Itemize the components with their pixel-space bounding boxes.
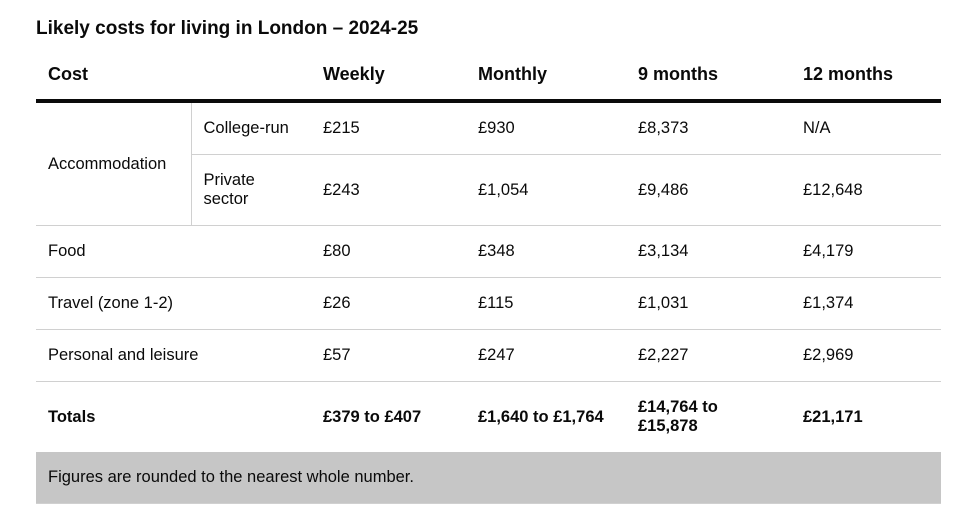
col-header-9months: 9 months [626, 58, 791, 101]
cell-weekly: £215 [311, 101, 466, 155]
footnote-text: Figures are rounded to the nearest whole… [36, 452, 941, 504]
cell-9months: £9,486 [626, 155, 791, 226]
row-label-food: Food [36, 226, 311, 278]
cell-weekly: £379 to £407 [311, 382, 466, 453]
table-row: Accommodation College-run £215 £930 £8,3… [36, 101, 941, 155]
row-sublabel-college-run: College-run [191, 101, 311, 155]
cell-weekly: £243 [311, 155, 466, 226]
page-title: Likely costs for living in London – 2024… [36, 18, 931, 40]
col-header-weekly: Weekly [311, 58, 466, 101]
cell-monthly: £1,640 to £1,764 [466, 382, 626, 453]
cell-12months: £12,648 [791, 155, 941, 226]
table-row: Personal and leisure £57 £247 £2,227 £2,… [36, 330, 941, 382]
col-header-monthly: Monthly [466, 58, 626, 101]
cell-9months: £3,134 [626, 226, 791, 278]
cell-9months: £1,031 [626, 278, 791, 330]
row-label-personal: Personal and leisure [36, 330, 311, 382]
cell-12months: N/A [791, 101, 941, 155]
cost-table-page: Likely costs for living in London – 2024… [0, 0, 959, 531]
table-row: Travel (zone 1-2) £26 £115 £1,031 £1,374 [36, 278, 941, 330]
cell-monthly: £115 [466, 278, 626, 330]
cell-12months: £4,179 [791, 226, 941, 278]
cell-monthly: £348 [466, 226, 626, 278]
col-header-12months: 12 months [791, 58, 941, 101]
living-cost-table: Cost Weekly Monthly 9 months 12 months A… [36, 58, 941, 504]
cell-monthly: £247 [466, 330, 626, 382]
table-row: Food £80 £348 £3,134 £4,179 [36, 226, 941, 278]
cell-9months: £8,373 [626, 101, 791, 155]
cell-weekly: £26 [311, 278, 466, 330]
row-label-travel: Travel (zone 1-2) [36, 278, 311, 330]
cell-12months: £21,171 [791, 382, 941, 453]
row-label-totals: Totals [36, 382, 311, 453]
table-row-totals: Totals £379 to £407 £1,640 to £1,764 £14… [36, 382, 941, 453]
cell-12months: £2,969 [791, 330, 941, 382]
table-row-footnote: Figures are rounded to the nearest whole… [36, 452, 941, 504]
cell-monthly: £1,054 [466, 155, 626, 226]
cell-9months: £2,227 [626, 330, 791, 382]
cell-9months: £14,764 to £15,878 [626, 382, 791, 453]
table-header-row: Cost Weekly Monthly 9 months 12 months [36, 58, 941, 101]
col-header-cost: Cost [36, 58, 311, 101]
row-label-accommodation: Accommodation [36, 101, 191, 226]
cell-12months: £1,374 [791, 278, 941, 330]
row-sublabel-private-sector: Private sector [191, 155, 311, 226]
cell-weekly: £57 [311, 330, 466, 382]
cell-weekly: £80 [311, 226, 466, 278]
cell-monthly: £930 [466, 101, 626, 155]
